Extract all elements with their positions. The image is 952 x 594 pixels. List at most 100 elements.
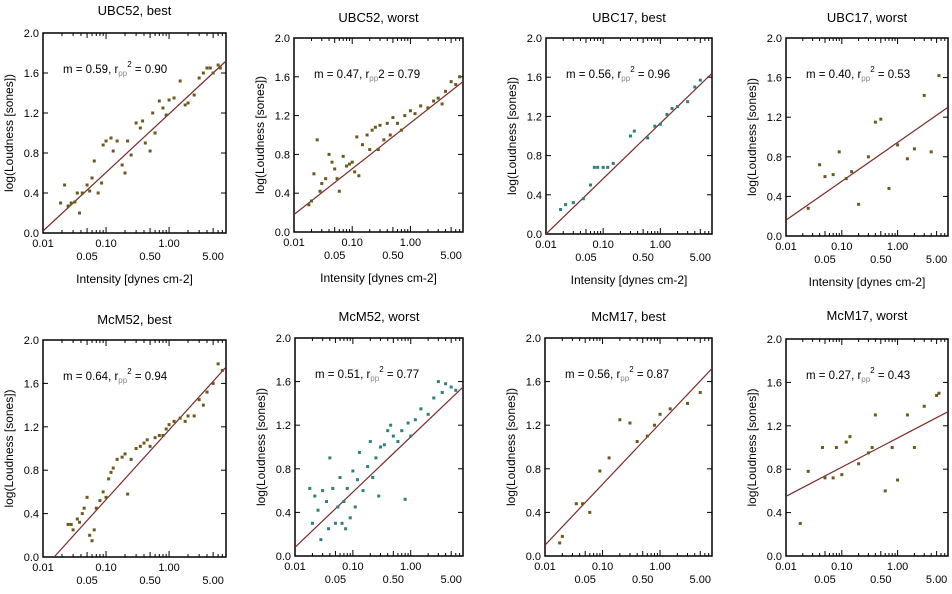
data-point [88, 533, 92, 537]
annotation-main: m = 0.40, r [806, 69, 861, 81]
data-point [436, 380, 440, 384]
data-point [353, 170, 357, 174]
data-point [310, 199, 314, 203]
data-point [607, 456, 611, 460]
data-point [645, 434, 649, 438]
data-point [101, 143, 105, 147]
fit-line [546, 72, 712, 234]
x-tick-label: 0.50 [870, 254, 891, 266]
data-point [75, 191, 79, 195]
fit-line [43, 60, 226, 232]
data-point [183, 103, 187, 107]
annotation-main: m = 0.59, r [63, 64, 118, 76]
data-point [581, 197, 585, 201]
data-point [80, 512, 84, 516]
data-point [355, 135, 359, 139]
data-point [126, 492, 130, 496]
data-point [71, 528, 75, 532]
panel-title: McM17, best [591, 309, 666, 324]
plot-frame [545, 37, 713, 235]
data-point [560, 534, 564, 538]
data-point [449, 80, 453, 84]
data-point [197, 76, 201, 80]
fit-annotation: m = 0.51, rpp2 = 0.77 [315, 365, 419, 383]
x-tick-label: 5.00 [440, 574, 461, 586]
data-point [896, 478, 900, 482]
panel-title: McM17, worst [827, 308, 908, 323]
annotation-subscript: pp [861, 375, 870, 384]
y-tick-label: 0.0 [526, 551, 541, 563]
y-tick-label: 0.8 [527, 151, 542, 163]
data-point [432, 99, 436, 103]
data-point [142, 441, 146, 445]
data-point [905, 413, 909, 417]
data-point [850, 170, 854, 174]
data-point [69, 522, 73, 526]
x-tick-label: 1.00 [400, 237, 421, 249]
data-point [929, 150, 933, 154]
data-point [818, 163, 822, 167]
y-tick-label: 1.6 [767, 377, 782, 389]
data-point [598, 469, 602, 473]
y-tick-label: 1.6 [767, 73, 782, 85]
x-tick-label: 0.50 [632, 574, 653, 586]
x-tick-label: 5.00 [926, 574, 947, 586]
data-point [220, 368, 224, 372]
data-point [879, 117, 883, 121]
y-tick-label: 1.2 [767, 112, 782, 124]
x-tick-label: 0.05 [574, 574, 595, 586]
data-point [164, 113, 168, 117]
data-point [307, 203, 311, 207]
data-point [192, 414, 196, 418]
data-point [798, 521, 802, 525]
data-point [368, 148, 372, 152]
data-point [365, 133, 369, 137]
data-point [161, 106, 165, 110]
y-tick-label: 0.0 [24, 552, 39, 564]
data-point [324, 500, 328, 503]
data-point [345, 486, 349, 490]
data-point [66, 204, 70, 208]
data-point [148, 149, 152, 153]
data-point [85, 183, 89, 187]
data-point [98, 499, 102, 503]
data-point [693, 85, 697, 89]
data-point [873, 120, 877, 124]
data-point [321, 489, 325, 493]
x-tick-label: 0.10 [592, 561, 613, 573]
fit-line [53, 366, 226, 557]
y-tick-label: 0.8 [276, 464, 291, 476]
data-point [201, 403, 205, 407]
data-point [327, 152, 331, 156]
panel: McM52, best 0.0 0.4 0.8 1.2 1.6 2.0 0.01 0.050.1… [2, 312, 227, 587]
data-point [366, 465, 370, 469]
data-point [313, 494, 317, 498]
data-point [320, 182, 324, 185]
data-point [368, 440, 372, 444]
data-point [153, 131, 157, 135]
data-point [319, 538, 323, 542]
data-point [157, 99, 161, 103]
plot-frame [293, 37, 464, 233]
data-point [361, 489, 365, 493]
data-point [353, 505, 357, 509]
data-point [143, 141, 147, 145]
y-tick-label: 1.6 [24, 378, 39, 390]
data-point [78, 211, 82, 215]
y-tick-label: 1.6 [276, 377, 291, 389]
x-tick-label: 0.01 [534, 561, 555, 573]
data-point [618, 418, 622, 422]
data-point [138, 126, 142, 130]
data-point [890, 446, 894, 449]
data-point [335, 177, 339, 181]
data-point [571, 201, 575, 205]
y-tick-label: 0.8 [526, 464, 541, 476]
data-point [341, 154, 345, 158]
data-point [331, 486, 335, 490]
data-point [134, 121, 138, 125]
data-point [844, 177, 848, 181]
plot-frame [544, 337, 713, 557]
y-tick-label: 2.0 [767, 334, 782, 346]
data-point [831, 173, 835, 177]
x-tick-label: 5.00 [202, 575, 223, 587]
